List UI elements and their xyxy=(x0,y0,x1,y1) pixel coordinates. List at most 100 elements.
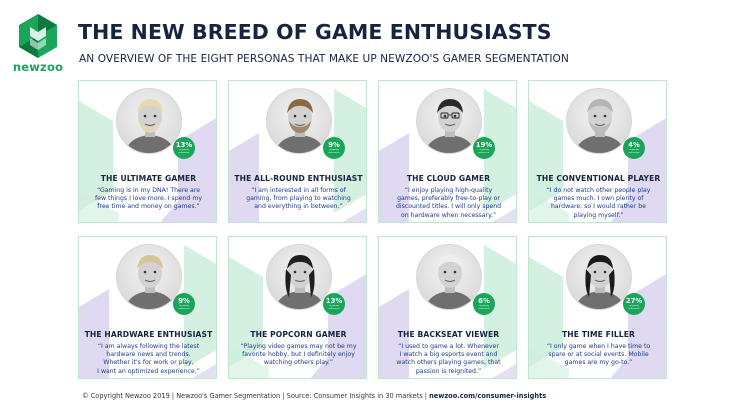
persona-quote-line: and everything in between.” xyxy=(254,203,343,211)
card-background-shapes-icon xyxy=(379,245,516,378)
persona-card[interactable]: 4% of gaming enthusiasts THE CONVENTIONAL … xyxy=(528,80,667,223)
persona-share-note: of gaming enthusiasts xyxy=(628,304,640,310)
persona-quote-line: gaming, from playing to watching xyxy=(246,195,351,203)
persona-quote-line: “I used to game a lot. Whenever xyxy=(398,343,499,350)
persona-share-note: of gaming enthusiasts xyxy=(178,148,190,154)
persona-quote-line: “Gaming is in my DNA! There are xyxy=(96,187,201,194)
persona-share-badge: 9% of gaming enthusiasts xyxy=(173,293,195,315)
persona-quote-line: playing myself.” xyxy=(573,211,624,219)
persona-share-value: 6% xyxy=(478,297,490,305)
person-icon xyxy=(125,99,175,153)
persona-share-badge: 6% of gaming enthusiasts xyxy=(473,293,495,315)
persona-name: THE ALL-ROUND ENTHUSIAST xyxy=(234,174,363,183)
persona-quote-line: games much. I own plenty of xyxy=(553,195,644,203)
persona-share-value: 19% xyxy=(475,141,493,149)
persona-share-value: 13% xyxy=(325,297,343,305)
persona-quote: “I only game when I have time to spare or… xyxy=(539,343,658,368)
persona-share-badge: 4% of gaming enthusiasts xyxy=(623,137,645,159)
persona-portrait xyxy=(266,88,332,154)
persona-portrait xyxy=(116,244,182,310)
persona-name: THE BACKSEAT VIEWER xyxy=(397,330,500,339)
persona-quote: “I used to game a lot. Whenever I watch a… xyxy=(389,343,508,376)
footer-link[interactable]: newzoo.com/consumer-insights xyxy=(429,392,547,400)
persona-quote-line: “I am interested in all forms of xyxy=(251,187,346,194)
persona-card[interactable]: 9% of gaming enthusiasts THE ALL-ROUND ENT… xyxy=(228,80,367,223)
persona-share-badge: 9% of gaming enthusiasts xyxy=(323,137,345,159)
newzoo-logo-mark-icon xyxy=(19,14,57,58)
persona-share-note: of gaming enthusiasts xyxy=(478,304,490,310)
persona-portrait xyxy=(416,244,482,310)
persona-quote-line: on hardware when necessary.” xyxy=(400,211,497,219)
footer: © Copyright Newzoo 2019 | Newzoo's Gamer… xyxy=(82,392,546,400)
persona-portrait xyxy=(416,88,482,154)
persona-share-value: 4% xyxy=(628,141,640,149)
persona-portrait xyxy=(566,244,632,310)
persona-card[interactable]: 13% of gaming enthusiasts THE ULTIMATE GAM… xyxy=(78,80,217,223)
persona-name: THE HARDWARE ENTHUSIAST xyxy=(84,330,213,339)
persona-quote: “I am interested in all forms of gaming, … xyxy=(239,187,358,212)
card-background-shapes-icon xyxy=(79,245,216,378)
card-background-shapes-icon xyxy=(229,89,366,222)
persona-quote-line: favorite hobby, but I definitely enjoy xyxy=(242,351,355,359)
persona-quote-line: spare or at social events. Mobile xyxy=(548,351,649,359)
persona-share-note: of gaming enthusiasts xyxy=(178,304,190,310)
person-icon xyxy=(575,255,625,309)
persona-quote: “I enjoy playing high-quality games, pref… xyxy=(389,187,508,220)
persona-quote-line: “I only game when I have time to xyxy=(546,343,651,350)
persona-quote: “I do not watch other people play games m… xyxy=(539,187,658,220)
persona-quote-line: “Playing video games may not be my xyxy=(240,343,357,350)
card-background-shapes-icon xyxy=(379,89,516,222)
persona-quote-line: games are my go-to.” xyxy=(564,359,633,367)
persona-share-note: of gaming enthusiasts xyxy=(328,148,340,154)
persona-quote-line: I want an optimized experience.” xyxy=(97,367,200,375)
persona-name: THE CONVENTIONAL PLAYER xyxy=(536,174,661,183)
persona-card[interactable]: 9% of gaming enthusiasts THE HARDWARE ENTH… xyxy=(78,236,217,379)
persona-share-value: 27% xyxy=(625,297,643,305)
persona-share-note: of gaming enthusiasts xyxy=(478,148,490,154)
card-background-shapes-icon xyxy=(529,101,666,222)
persona-quote-line: few things I love more. I spend my xyxy=(94,195,203,203)
persona-quote-line: “I do not watch other people play xyxy=(546,187,651,194)
persona-name: THE ULTIMATE GAMER xyxy=(100,174,197,183)
persona-quote-line: watch others playing games, that xyxy=(396,359,501,367)
persona-portrait xyxy=(116,88,182,154)
newzoo-logo[interactable]: newzoo xyxy=(10,14,66,80)
persona-share-badge: 13% of gaming enthusiasts xyxy=(173,137,195,159)
persona-name: THE CLOUD GAMER xyxy=(406,174,491,183)
card-background-shapes-icon xyxy=(229,257,366,378)
persona-card[interactable]: 6% of gaming enthusiasts THE BACKSEAT VIEW… xyxy=(378,236,517,379)
persona-share-value: 9% xyxy=(178,297,190,305)
persona-quote: “Playing video games may not be my favori… xyxy=(239,343,358,368)
persona-quote-line: I watch a big esports event and xyxy=(399,351,498,359)
persona-quote-line: games, preferably free-to-play or xyxy=(397,195,500,203)
persona-name: THE TIME FILLER xyxy=(562,330,635,339)
persona-portrait xyxy=(566,88,632,154)
persona-quote-line: “I am always following the latest xyxy=(97,343,200,350)
persona-quote-line: “I enjoy playing high-quality xyxy=(404,187,493,194)
persona-quote-line: watching others play.” xyxy=(263,359,334,367)
card-background-shapes-icon xyxy=(79,101,216,222)
persona-share-badge: 19% of gaming enthusiasts xyxy=(473,137,495,159)
persona-quote-line: hardware, so I would rather be xyxy=(551,203,646,211)
persona-quote-line: passion is reignited.” xyxy=(415,367,482,375)
persona-share-note: of gaming enthusiasts xyxy=(628,148,640,154)
persona-grid: 13% of gaming enthusiasts THE ULTIMATE GAM… xyxy=(78,80,668,382)
person-icon xyxy=(575,99,625,153)
persona-card[interactable]: 13% of gaming enthusiasts THE POPCORN GAME… xyxy=(228,236,367,379)
persona-name: THE POPCORN GAMER xyxy=(250,330,347,339)
persona-quote: “Gaming is in my DNA! There are few thing… xyxy=(89,187,208,212)
page-title: THE NEW BREED OF GAME ENTHUSIASTS xyxy=(78,20,552,44)
person-icon xyxy=(125,255,175,309)
person-icon xyxy=(275,99,325,153)
persona-quote-line: Whether it's for work or play, xyxy=(103,359,194,367)
persona-quote-line: free time and money on games.” xyxy=(97,203,200,211)
persona-share-note: of gaming enthusiasts xyxy=(328,304,340,310)
persona-share-value: 9% xyxy=(328,141,340,149)
person-icon xyxy=(275,255,325,309)
persona-portrait xyxy=(266,244,332,310)
newzoo-logo-text: newzoo xyxy=(12,60,64,74)
persona-card[interactable]: 19% of gaming enthusiasts THE CLOUD GAMER “… xyxy=(378,80,517,223)
persona-card[interactable]: 27% of gaming enthusiasts THE TIME FILLER “… xyxy=(528,236,667,379)
person-icon xyxy=(425,255,475,309)
footer-copyright: © Copyright Newzoo 2019 | Newzoo's Gamer… xyxy=(82,392,430,400)
